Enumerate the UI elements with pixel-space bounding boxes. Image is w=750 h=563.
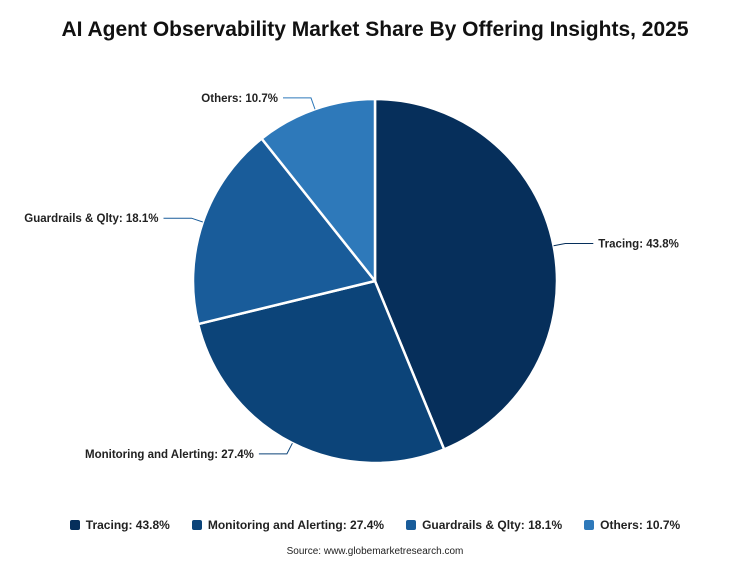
data-label-tracing: Tracing: 43.8% xyxy=(598,239,679,251)
pie-callouts: Tracing: 43.8% Monitoring and Alerting: 2… xyxy=(24,93,679,461)
legend: Tracing: 43.8% Monitoring and Alerting: … xyxy=(0,518,750,532)
pie-slice-monitoring xyxy=(196,279,446,465)
pie-slice-guardrails xyxy=(191,137,377,326)
callout-line-monitoring xyxy=(258,442,293,455)
legend-swatch-tracing xyxy=(69,520,80,530)
legend-label-tracing: Tracing: 43.8% xyxy=(85,518,170,532)
data-label-monitoring: Monitoring and Alerting: 27.4% xyxy=(85,449,254,461)
legend-label-others: Others: 10.7% xyxy=(600,518,681,532)
callout-line-others xyxy=(283,97,316,110)
legend-item-tracing: Tracing: 43.8% xyxy=(69,518,170,532)
legend-swatch-others xyxy=(584,520,595,530)
callout-line-guardrails xyxy=(163,217,203,223)
legend-label-guardrails: Guardrails & Qlty: 18.1% xyxy=(422,518,563,532)
legend-item-monitoring: Monitoring and Alerting: 27.4% xyxy=(191,518,385,532)
chart-title: AI Agent Observability Market Share By O… xyxy=(61,18,689,41)
pie-slice-others xyxy=(260,97,377,283)
legend-label-monitoring: Monitoring and Alerting: 27.4% xyxy=(207,518,385,532)
data-label-others: Others: 10.7% xyxy=(201,93,278,105)
legend-item-guardrails: Guardrails & Qlty: 18.1% xyxy=(406,518,562,532)
pie-slices xyxy=(191,97,559,465)
callout-line-tracing xyxy=(553,243,594,247)
legend-item-others: Others: 10.7% xyxy=(584,518,680,532)
pie-slice-tracing xyxy=(373,97,559,451)
legend-swatch-monitoring xyxy=(191,520,202,530)
source-note: Source: www.globemarketresearch.com xyxy=(286,546,464,557)
legend-swatch-guardrails xyxy=(406,520,417,530)
data-label-guardrails: Guardrails & Qlty: 18.1% xyxy=(24,213,158,225)
